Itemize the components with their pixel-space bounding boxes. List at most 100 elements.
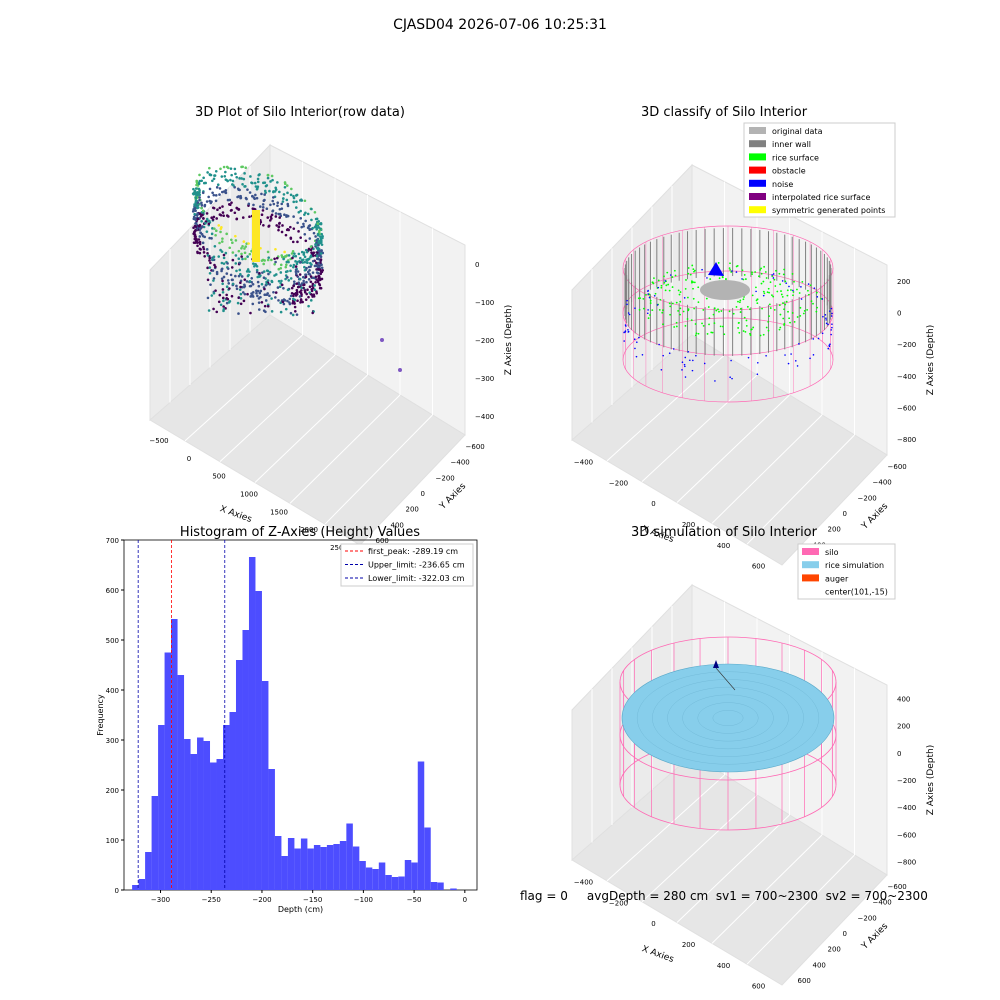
histogram-bar (346, 823, 353, 890)
data-point (266, 176, 270, 180)
y-axis-label: Y Axies (859, 501, 890, 532)
data-point (295, 290, 299, 294)
noise-point (691, 369, 694, 372)
data-point (240, 275, 244, 278)
data-point (304, 298, 308, 301)
rice-surface-point (686, 296, 689, 299)
data-point (193, 233, 197, 236)
rice-surface-point (674, 274, 677, 277)
data-point (209, 201, 213, 205)
noise-point (831, 323, 833, 325)
data-point (278, 216, 281, 219)
histogram-bar (385, 875, 392, 890)
data-point (235, 284, 238, 288)
data-point (243, 283, 246, 287)
data-point (200, 201, 203, 205)
rice-surface-point (690, 319, 693, 322)
data-point (286, 191, 289, 195)
data-point (237, 257, 241, 260)
noise-point (627, 331, 630, 333)
data-point (225, 232, 228, 236)
data-point (317, 282, 321, 286)
data-point (281, 300, 285, 304)
rice-surface-point (760, 272, 763, 275)
data-point (266, 216, 270, 219)
data-point (257, 301, 261, 304)
data-point (212, 292, 216, 295)
data-point (299, 209, 302, 213)
legend-frame (743, 122, 896, 218)
histogram-bar (274, 836, 282, 890)
data-point (264, 310, 267, 314)
rice-surface-point (728, 310, 731, 313)
data-point (222, 275, 226, 279)
rice-surface-point (762, 333, 765, 336)
rice-surface-point (762, 280, 765, 283)
data-point (319, 258, 323, 261)
data-point (248, 191, 252, 194)
data-point (265, 207, 269, 210)
rice-surface-point (792, 294, 794, 297)
data-point (311, 284, 314, 288)
noise-point (816, 296, 819, 298)
rice-surface-point (720, 310, 723, 312)
data-point (222, 256, 226, 260)
data-point (302, 224, 305, 228)
histogram-bar (300, 838, 308, 890)
histogram-bar (404, 860, 412, 890)
data-point (236, 301, 240, 305)
data-point (274, 215, 278, 218)
rice-surface-point (663, 281, 666, 284)
rice-surface-point (815, 291, 818, 294)
data-point (299, 216, 303, 220)
data-point (229, 178, 232, 182)
data-point (231, 258, 235, 262)
data-point (279, 263, 283, 267)
data-point (219, 213, 223, 217)
rice-surface-point (779, 283, 782, 286)
noise-point (790, 353, 792, 355)
data-point (266, 250, 270, 254)
rice-surface-point (687, 308, 690, 311)
data-point (213, 227, 216, 230)
data-point (218, 293, 222, 297)
legend-swatch (802, 548, 819, 555)
data-point (242, 299, 246, 303)
noise-point (825, 319, 827, 321)
data-point (241, 245, 244, 248)
data-point (289, 225, 292, 229)
data-point (309, 261, 312, 265)
noise-point (646, 312, 649, 315)
histogram-bar (294, 848, 301, 890)
noise-point (825, 322, 828, 325)
data-point (319, 252, 323, 255)
rice-surface-point (782, 317, 785, 320)
data-point (224, 251, 228, 255)
x-tick-label: −150 (303, 896, 322, 904)
data-point (243, 172, 246, 175)
x-tick-label: 400 (717, 542, 730, 550)
data-point (282, 302, 286, 306)
rice-surface-point (749, 332, 751, 335)
y-tick-label: 600 (798, 977, 811, 985)
data-point (193, 217, 197, 220)
data-point (225, 214, 229, 217)
data-point (236, 187, 240, 191)
y-tick-label: −200 (858, 494, 877, 502)
data-point (222, 253, 226, 257)
noise-point (627, 328, 629, 331)
histogram-bar (450, 888, 457, 890)
rice-surface-point (662, 323, 664, 326)
noise-point (800, 286, 802, 288)
data-point (310, 252, 314, 255)
data-point (278, 212, 282, 216)
data-point (286, 276, 289, 279)
data-point (300, 199, 304, 202)
y-axis-label: Y Axies (437, 481, 468, 512)
rice-surface-point (677, 310, 680, 312)
data-point (274, 260, 277, 264)
z-tick-label: −200 (475, 337, 494, 345)
data-point (240, 246, 243, 250)
data-point (283, 182, 287, 186)
rice-surface-point (713, 322, 716, 325)
